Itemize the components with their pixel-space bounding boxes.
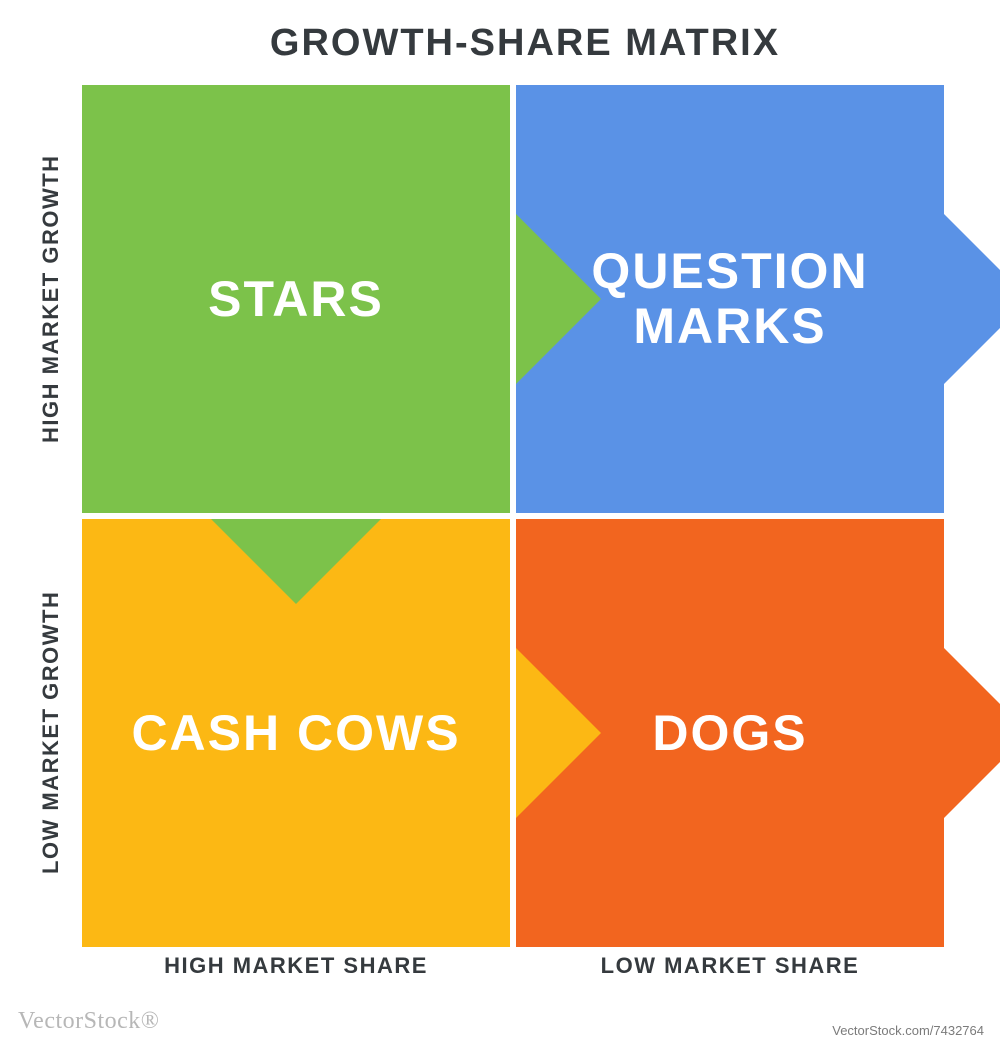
watermark-url: VectorStock.com/7432764: [832, 1023, 984, 1038]
quadrant-question-marks-label: QUESTION MARKS: [516, 244, 944, 354]
x-axis-high-label: HIGH MARKET SHARE: [82, 953, 510, 979]
arrow-cash-right: [516, 648, 601, 818]
growth-share-matrix: STARS QUESTION MARKS CASH COWS DOGS: [82, 85, 944, 947]
chart-title: GROWTH-SHARE MATRIX: [100, 22, 950, 65]
y-axis-high-label: HIGH MARKET GROWTH: [38, 85, 64, 513]
arrow-dogs-right: [944, 648, 1000, 818]
watermark-id: VectorStock.com/7432764: [832, 1023, 984, 1039]
quadrant-question-marks: QUESTION MARKS: [516, 85, 944, 513]
quadrant-cash-cows-label: CASH COWS: [111, 706, 480, 761]
watermark-vectorstock: VectorStock®: [18, 1008, 160, 1035]
quadrant-stars: STARS: [82, 85, 510, 513]
x-axis-low-label: LOW MARKET SHARE: [516, 953, 944, 979]
quadrant-stars-label: STARS: [188, 272, 404, 327]
arrow-stars-down: [211, 519, 381, 604]
y-axis-low-label: LOW MARKET GROWTH: [38, 518, 64, 946]
quadrant-dogs-label: DOGS: [632, 706, 827, 761]
arrow-question-right: [944, 214, 1000, 384]
